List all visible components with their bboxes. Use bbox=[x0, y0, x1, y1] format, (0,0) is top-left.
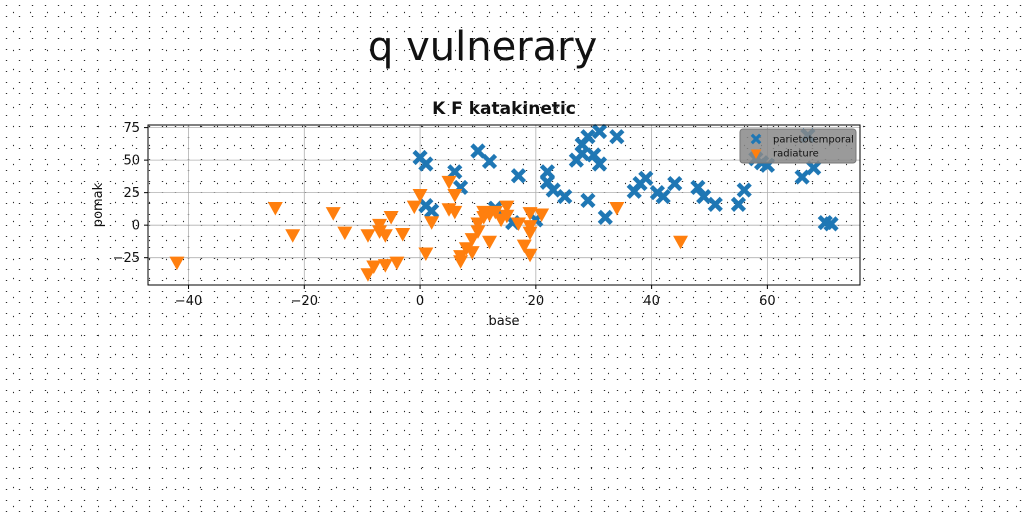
x-axis: −40 −20 0 20 40 60 bbox=[175, 285, 776, 309]
y-tick-label: 25 bbox=[123, 186, 140, 201]
data-point-x bbox=[510, 168, 527, 184]
data-point-triangle bbox=[285, 229, 301, 243]
data-point-x bbox=[539, 164, 556, 180]
data-point-triangle bbox=[487, 205, 503, 220]
data-point-x bbox=[696, 188, 712, 205]
data-point-x bbox=[655, 188, 671, 205]
data-point-triangle bbox=[389, 256, 405, 271]
data-point-triangle bbox=[447, 205, 463, 220]
data-point-x bbox=[591, 123, 608, 140]
legend-label-parietotemporal: parietotemporal bbox=[773, 135, 854, 146]
data-point-triangle bbox=[499, 209, 515, 224]
data-point-x bbox=[707, 196, 723, 212]
data-point-triangle bbox=[377, 259, 393, 273]
data-point-x bbox=[609, 129, 625, 145]
data-point-triangle bbox=[169, 256, 185, 271]
data-point-triangle bbox=[470, 225, 486, 239]
data-point-x bbox=[447, 164, 463, 180]
data-point-triangle bbox=[412, 188, 428, 203]
data-point-triangle bbox=[609, 201, 625, 216]
data-point-triangle bbox=[470, 217, 486, 232]
data-point-x bbox=[736, 182, 752, 198]
data-point-x bbox=[418, 156, 434, 172]
x-tick-label: 0 bbox=[416, 294, 424, 309]
data-point-triangle bbox=[267, 201, 283, 216]
legend: parietotemporal radiature bbox=[739, 128, 857, 164]
x-tick-label: −20 bbox=[291, 294, 318, 309]
data-point-triangle bbox=[383, 211, 399, 225]
y-axis: −25 0 25 50 75 bbox=[113, 121, 148, 266]
data-point-x bbox=[591, 156, 608, 172]
y-tick-label: 75 bbox=[123, 121, 140, 136]
data-point-triangle bbox=[406, 200, 422, 215]
data-point-triangle bbox=[510, 217, 526, 232]
data-point-triangle bbox=[377, 229, 393, 243]
x-tick-label: 20 bbox=[528, 294, 545, 309]
data-point-triangle bbox=[395, 227, 411, 242]
data-point-x bbox=[667, 175, 683, 192]
data-point-x bbox=[545, 182, 561, 198]
legend-marker-radiature bbox=[750, 149, 762, 159]
data-point-triangle bbox=[534, 208, 550, 222]
data-points bbox=[169, 123, 839, 282]
data-point-x bbox=[470, 143, 486, 159]
data-point-x bbox=[580, 129, 596, 145]
data-point-x bbox=[597, 209, 613, 225]
data-point-triangle bbox=[464, 246, 480, 260]
data-point-triangle bbox=[464, 233, 480, 247]
data-point-triangle bbox=[360, 229, 376, 243]
data-point-triangle bbox=[673, 235, 689, 250]
plot-frame bbox=[147, 124, 861, 286]
x-tick-label: 40 bbox=[643, 294, 660, 309]
data-point-triangle bbox=[516, 239, 532, 254]
data-point-x bbox=[806, 160, 822, 176]
data-point-triangle bbox=[441, 175, 457, 190]
x-tick-label: −40 bbox=[175, 294, 202, 309]
legend-marker-parietotemporal bbox=[750, 133, 762, 145]
data-point-triangle bbox=[418, 247, 434, 261]
x-tick-label: 60 bbox=[759, 294, 776, 309]
legend-box bbox=[739, 128, 857, 164]
data-point-x bbox=[823, 216, 839, 232]
data-point-x bbox=[580, 192, 596, 209]
data-point-x bbox=[481, 153, 498, 170]
data-point-x bbox=[638, 170, 654, 186]
data-point-triangle bbox=[522, 248, 538, 263]
data-point-x bbox=[690, 179, 706, 196]
y-tick-label: 0 bbox=[132, 219, 140, 234]
data-point-triangle bbox=[522, 226, 538, 241]
data-point-x bbox=[794, 169, 810, 185]
data-point-x bbox=[586, 147, 602, 163]
data-point-x bbox=[557, 188, 573, 205]
data-point-triangle bbox=[522, 207, 538, 221]
data-point-triangle bbox=[424, 216, 440, 230]
data-point-x bbox=[424, 203, 440, 219]
data-point-triangle bbox=[482, 235, 498, 250]
data-point-triangle bbox=[453, 250, 469, 264]
data-point-triangle bbox=[360, 268, 376, 282]
x-axis-label: base bbox=[489, 314, 520, 329]
series-radiature bbox=[169, 175, 689, 282]
data-point-triangle bbox=[325, 207, 341, 221]
data-point-x bbox=[730, 196, 747, 212]
y-axis-label: pomak bbox=[91, 182, 106, 227]
chart-title: K F katakinetic bbox=[432, 99, 576, 119]
data-point-triangle bbox=[337, 226, 353, 241]
legend-label-radiature: radiature bbox=[773, 149, 819, 160]
y-tick-label: −25 bbox=[113, 251, 140, 266]
data-point-triangle bbox=[499, 200, 515, 215]
page-title: q vulnerary bbox=[368, 24, 598, 70]
data-point-triangle bbox=[366, 260, 382, 274]
data-point-triangle bbox=[447, 188, 463, 203]
y-tick-label: 50 bbox=[123, 154, 140, 169]
